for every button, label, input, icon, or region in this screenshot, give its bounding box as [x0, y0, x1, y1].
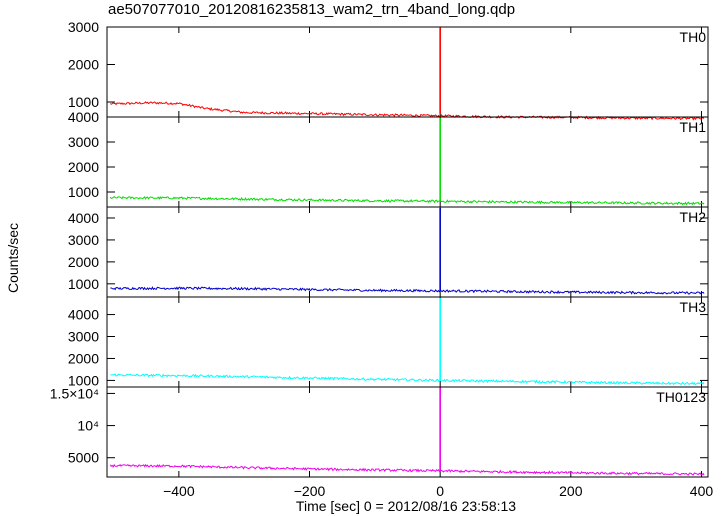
series-line-th1	[109, 195, 705, 206]
panel-frame-th0	[106, 26, 709, 118]
y-tick-label: 1000	[68, 184, 99, 200]
y-tick-label: 4000	[68, 307, 99, 323]
series-line-th0	[109, 101, 705, 121]
y-tick-label: 2000	[68, 159, 99, 175]
x-tick-label: 0	[436, 483, 444, 499]
y-tick-label: 1000	[68, 94, 99, 110]
x-tick-label: 200	[559, 483, 583, 499]
y-tick-label: 5000	[68, 450, 99, 466]
series-line-th3	[110, 373, 705, 386]
y-tick-label: 2000	[68, 57, 99, 73]
y-tick-label: 3000	[68, 134, 99, 150]
panel-label-th2: TH2	[680, 209, 707, 225]
series-line-th2	[110, 286, 705, 295]
y-tick-label: 2000	[68, 254, 99, 270]
y-tick-label: 4000	[68, 109, 99, 125]
panel-label-th0123: TH0123	[656, 389, 706, 405]
x-axis-label: Time [sec] 0 = 2012/08/16 23:58:13	[295, 498, 517, 514]
y-tick-label: 2000	[68, 350, 99, 366]
series-line-th0123	[109, 463, 705, 476]
x-tick-label: −400	[163, 483, 195, 499]
y-tick-label: 10⁴	[77, 418, 99, 434]
x-tick-label: 400	[690, 483, 714, 499]
y-tick-label: 1000	[68, 372, 99, 388]
panel-frame-th2	[106, 206, 709, 298]
panel-frame-th0123	[106, 386, 709, 478]
chart-title: ae507077010_20120816235813_wam2_trn_4ban…	[108, 1, 516, 18]
y-tick-label: 3000	[68, 19, 99, 35]
x-tick-label: −200	[294, 483, 326, 499]
panel-label-th1: TH1	[680, 119, 707, 135]
panel-frame-th1	[106, 116, 709, 208]
y-tick-label: 1000	[68, 276, 99, 292]
y-tick-label: 3000	[68, 329, 99, 345]
panel-frame-th3	[106, 296, 709, 388]
y-tick-label: 3000	[68, 232, 99, 248]
y-tick-label: 1.5×10⁴	[50, 385, 99, 401]
y-tick-label: 4000	[68, 210, 99, 226]
panel-label-th0: TH0	[680, 29, 707, 45]
panel-label-th3: TH3	[680, 299, 707, 315]
